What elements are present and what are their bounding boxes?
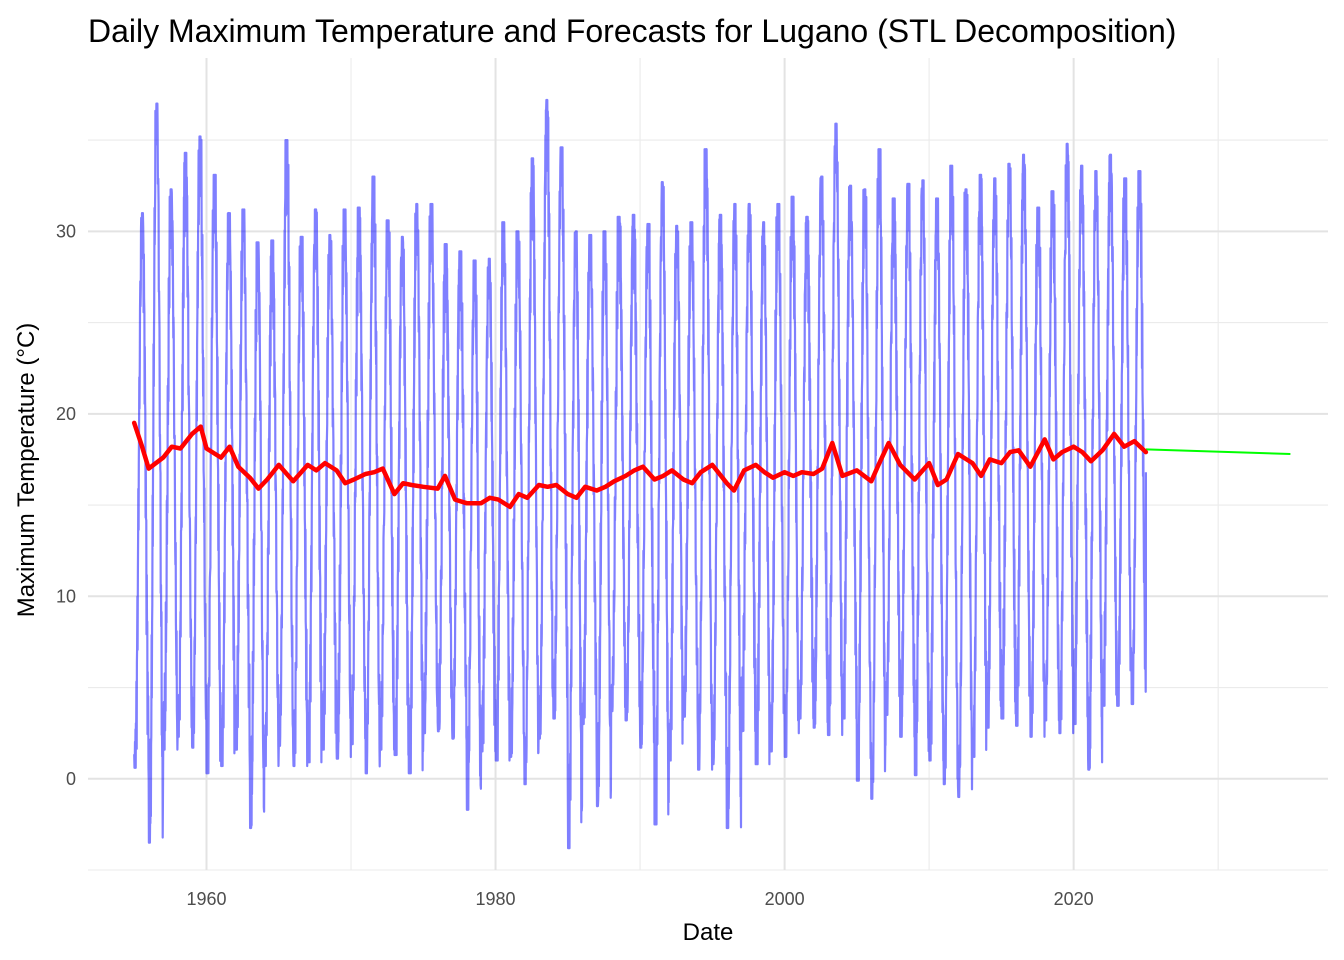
x-tick-label: 1960 xyxy=(186,889,226,909)
y-tick-label: 0 xyxy=(66,769,76,789)
chart-title: Daily Maximum Temperature and Forecasts … xyxy=(88,13,1176,49)
x-axis-title: Date xyxy=(683,919,734,946)
y-axis-title: Maximum Temperature (°C) xyxy=(13,323,40,618)
observed-temperature-line xyxy=(133,98,1147,850)
x-tick-label: 2020 xyxy=(1054,889,1094,909)
x-axis-ticks: 1960 1980 2000 2020 xyxy=(186,889,1093,909)
forecast-line xyxy=(1145,448,1291,455)
plot-area xyxy=(131,98,1291,850)
y-tick-label: 10 xyxy=(56,586,76,606)
x-tick-label: 2000 xyxy=(765,889,805,909)
y-tick-label: 20 xyxy=(56,404,76,424)
trend-line xyxy=(131,420,1149,510)
x-tick-label: 1980 xyxy=(476,889,516,909)
y-axis-ticks: 0 10 20 30 xyxy=(56,221,76,788)
y-tick-label: 30 xyxy=(56,221,76,241)
